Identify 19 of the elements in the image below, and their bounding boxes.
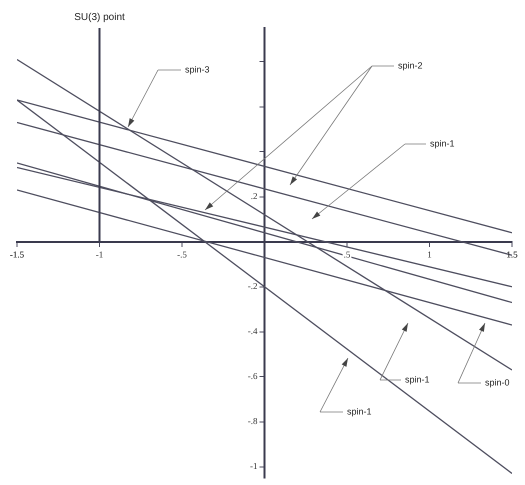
annotation: spin-1	[430, 138, 455, 148]
x-tick-label: -1.5	[10, 250, 25, 260]
y-tick-label: -.4	[248, 326, 258, 336]
x-tick-label: -.5	[177, 250, 188, 260]
ref-line-label: SU(3) point	[74, 12, 126, 23]
annotation: spin-0	[485, 377, 510, 388]
y-tick-label: -.2	[248, 281, 258, 292]
y-tick-label: .2	[250, 191, 258, 202]
x-tick-label: 1	[427, 250, 432, 260]
y-tick-label: -.8	[248, 416, 258, 426]
y-tick-label: -.6	[248, 371, 258, 382]
x-tick-label: -1	[96, 250, 104, 260]
annotation: spin-3	[185, 64, 210, 74]
y-tick-label: -1	[250, 461, 258, 472]
x-tick-label: 1.5	[506, 250, 518, 260]
annotation: spin-1	[405, 374, 430, 384]
annotation: spin-1	[347, 406, 372, 416]
x-tick-label: .5	[344, 250, 351, 260]
annotation: spin-2	[398, 60, 423, 70]
